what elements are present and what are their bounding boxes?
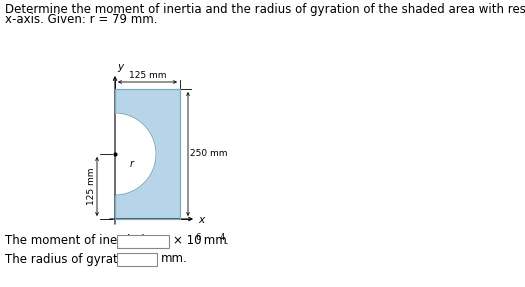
Polygon shape <box>115 113 156 195</box>
Text: mm.: mm. <box>161 253 188 265</box>
Text: x: x <box>198 215 204 225</box>
Bar <box>117 234 169 247</box>
Text: x-axis. Given: r = 79 mm.: x-axis. Given: r = 79 mm. <box>5 13 158 26</box>
Text: y: y <box>117 62 123 72</box>
Text: The radius of gyration is: The radius of gyration is <box>5 253 149 265</box>
Text: .: . <box>225 234 229 247</box>
Text: 4: 4 <box>220 232 225 241</box>
Bar <box>115 89 180 219</box>
Text: 250 mm: 250 mm <box>190 150 227 158</box>
Text: Determine the moment of inertia and the radius of gyration of the shaded area wi: Determine the moment of inertia and the … <box>5 3 525 16</box>
Text: The moment of inertia is: The moment of inertia is <box>5 234 151 247</box>
Text: 6: 6 <box>195 232 201 241</box>
Text: × 10: × 10 <box>173 234 202 247</box>
Bar <box>117 253 157 265</box>
Text: 125 mm: 125 mm <box>129 71 166 80</box>
Text: mm: mm <box>200 234 227 247</box>
Text: 125 mm: 125 mm <box>87 168 96 205</box>
Text: r: r <box>129 159 133 169</box>
